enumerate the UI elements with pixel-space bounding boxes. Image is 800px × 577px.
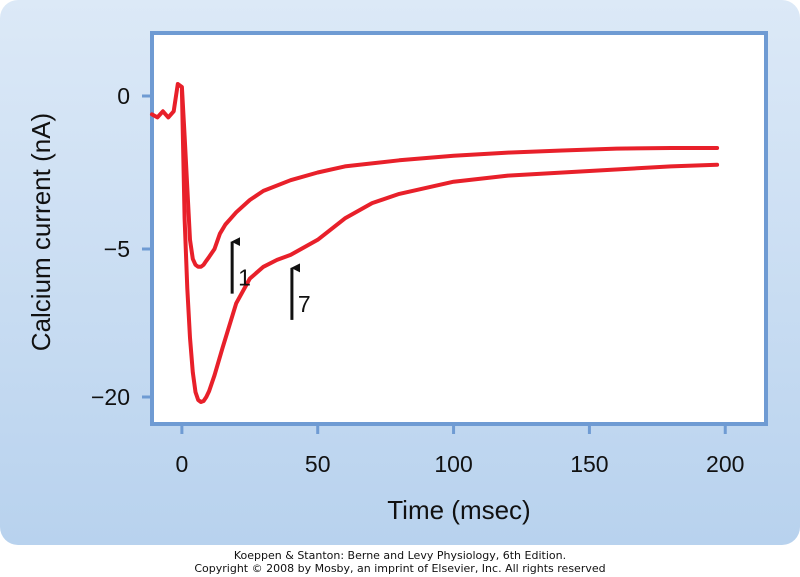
calcium-current-chart: 0 −5 −20 0 50 100 150 200 1 7 Time (msec… bbox=[0, 0, 800, 545]
y-tick-label-minus-5: −5 bbox=[104, 236, 130, 262]
y-axis-ticks bbox=[142, 94, 152, 399]
annotation-labels: 1 7 bbox=[238, 265, 311, 317]
x-axis-tick-labels: 0 50 100 150 200 bbox=[175, 451, 744, 477]
y-tick-label-minus-20: −20 bbox=[91, 384, 130, 410]
x-tick-label-100: 100 bbox=[434, 451, 472, 477]
y-axis-tick-labels: 0 −5 −20 bbox=[91, 83, 130, 410]
series-line-1 bbox=[150, 82, 720, 269]
copyright-caption-line-2: Copyright © 2008 by Mosby, an imprint of… bbox=[194, 562, 606, 575]
x-tick-label-0: 0 bbox=[175, 451, 188, 477]
x-axis-ticks bbox=[180, 424, 727, 434]
annotation-arrows bbox=[230, 237, 301, 320]
y-axis-title: Calcium current (nA) bbox=[26, 113, 56, 351]
x-axis-title: Time (msec) bbox=[387, 495, 530, 525]
x-tick-label-200: 200 bbox=[706, 451, 744, 477]
y-tick-label-0: 0 bbox=[117, 83, 130, 109]
series-line-7 bbox=[179, 88, 720, 404]
x-tick-label-150: 150 bbox=[570, 451, 608, 477]
x-tick-label-50: 50 bbox=[305, 451, 331, 477]
plot-area bbox=[150, 31, 768, 426]
annotation-label-1: 1 bbox=[238, 265, 251, 291]
series-lines bbox=[150, 82, 720, 404]
copyright-caption-line-1: Koeppen & Stanton: Berne and Levy Physio… bbox=[233, 549, 567, 562]
annotation-label-7: 7 bbox=[298, 291, 311, 317]
